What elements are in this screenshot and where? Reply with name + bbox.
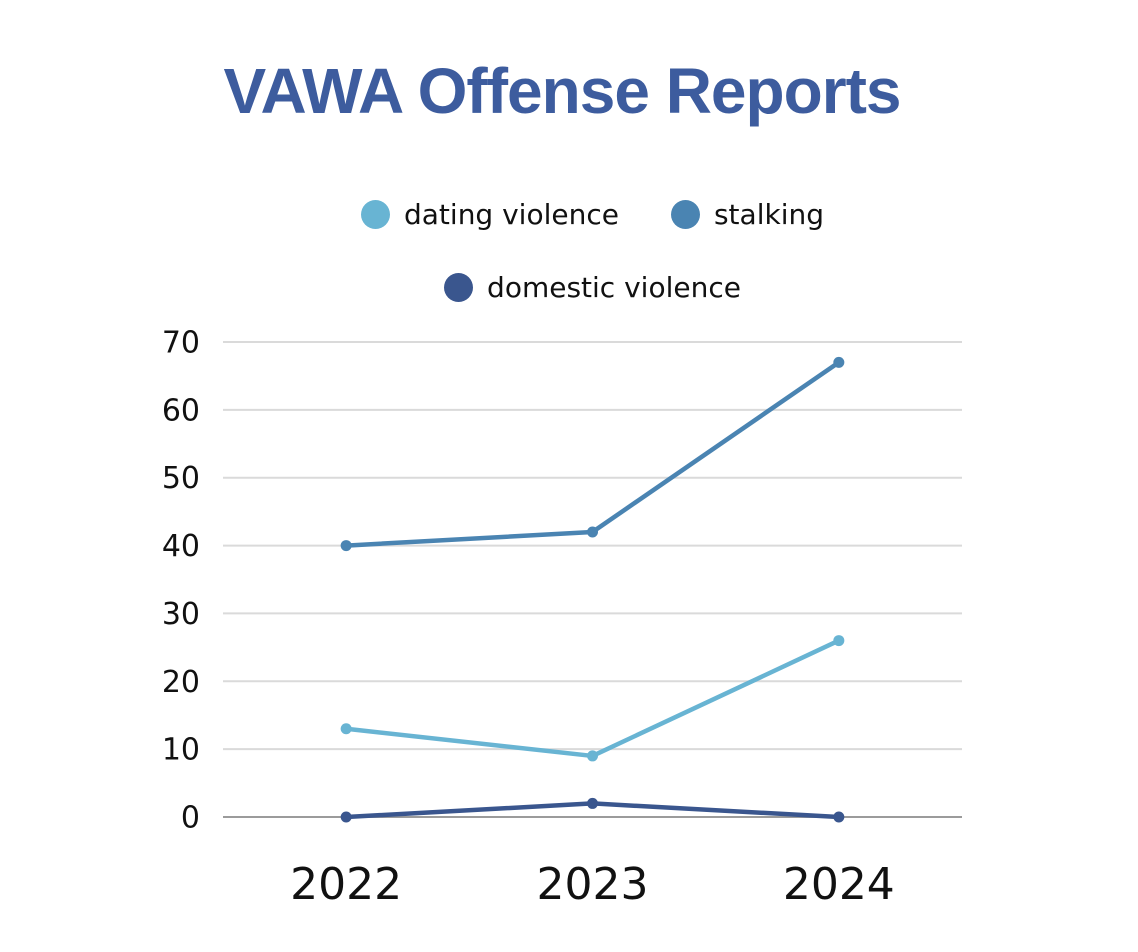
data-point-stalking-2022	[340, 540, 352, 552]
legend-label-dating-violence: dating violence	[404, 197, 619, 231]
series-line-dating-violence	[343, 638, 842, 759]
y-axis-label: 50	[162, 461, 200, 496]
y-axis-label: 30	[162, 597, 200, 632]
chart-title: VAWA Offense Reports	[223, 55, 902, 127]
data-point-stalking-2024	[833, 356, 845, 368]
legend-label-domestic-violence: domestic violence	[487, 270, 741, 304]
legend-label-stalking: stalking	[713, 197, 824, 231]
y-axis-label: 20	[162, 665, 200, 700]
data-point-dating-violence-2022	[340, 723, 352, 735]
chart-legend: dating violence stalking domestic violen…	[223, 196, 962, 305]
data-point-stalking-2023	[587, 526, 598, 538]
x-axis-label: 2023	[537, 859, 649, 910]
data-point-domestic-violence-2022	[340, 811, 352, 823]
y-axis-label: 70	[162, 326, 200, 361]
legend-item-dating-violence: dating violence	[361, 198, 619, 231]
data-point-dating-violence-2023	[587, 750, 598, 762]
legend-swatch-dating-violence-icon	[361, 199, 390, 229]
series-line-stalking	[343, 360, 842, 548]
legend-item-domestic-violence: domestic violence	[444, 271, 741, 304]
legend-item-stalking: stalking	[670, 197, 824, 231]
x-axis-label: 2022	[290, 859, 402, 910]
data-point-dating-violence-2024	[833, 635, 845, 647]
y-axis-label: 0	[181, 801, 200, 836]
data-point-domestic-violence-2023	[587, 797, 598, 809]
y-axis-label: 40	[162, 529, 200, 564]
y-axis-label: 60	[162, 393, 200, 428]
y-axis-label: 10	[162, 733, 200, 768]
legend-swatch-stalking-icon	[670, 199, 700, 229]
x-axis-label: 2024	[783, 859, 895, 910]
legend-row-2: domestic violence	[444, 269, 741, 305]
data-point-domestic-violence-2024	[833, 811, 845, 823]
legend-row-1: dating violence stalking	[361, 196, 824, 232]
legend-swatch-domestic-violence-icon	[444, 272, 474, 302]
